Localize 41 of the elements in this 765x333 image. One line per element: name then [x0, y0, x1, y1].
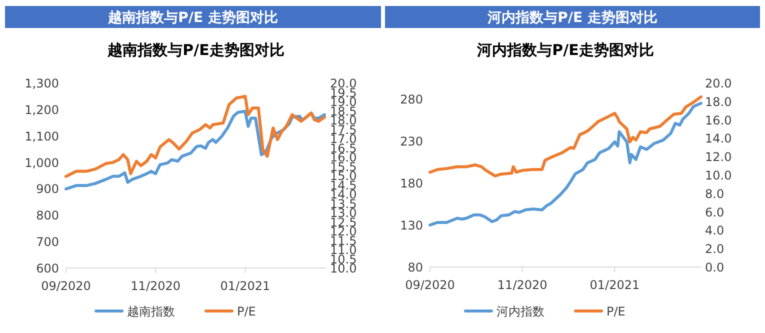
y2-tick-label: 10.0 [705, 168, 732, 182]
x-tick-label: 09/2020 [405, 278, 455, 292]
y-tick-label: 130 [400, 218, 423, 232]
line-series [64, 94, 326, 178]
y2-tick-label: 2.0 [705, 242, 724, 256]
x-tick-label: 01/2021 [220, 279, 270, 293]
x-tick-label: 11/2020 [130, 279, 181, 293]
y2-tick-label: 6.0 [705, 205, 724, 220]
legend-label: P/E [237, 304, 256, 318]
y-tick-label: 180 [400, 176, 423, 190]
chart-title: 河内指数与P/E 走势图对比 [486, 10, 658, 26]
line-series [428, 95, 702, 178]
x-tick-label: 09/2020 [41, 279, 91, 293]
y-tick-label: 700 [36, 235, 59, 250]
y2-tick-label: 8.0 [705, 186, 724, 201]
y2-tick-label: 20.0 [705, 76, 732, 90]
y2-tick-label: 16.0 [705, 113, 732, 128]
y-tick-label: 800 [36, 208, 59, 223]
y-tick-label: 600 [36, 262, 59, 276]
y-tick-label: 1,200 [24, 102, 59, 117]
y2-tick-label: 18.0 [705, 94, 732, 109]
y2-tick-label: 12.0 [705, 150, 732, 164]
y-tick-label: 1,300 [24, 76, 59, 90]
y-tick-label: 1,000 [24, 156, 59, 170]
chart-title: 越南指数与P/E 走势图对比 [107, 10, 278, 26]
y-tick-label: 1,100 [24, 129, 59, 144]
y-tick-label: 80 [408, 260, 423, 274]
y2-tick-label: 14.0 [705, 132, 732, 146]
y-tick-label: 230 [400, 134, 423, 148]
y2-tick-label: 4.0 [705, 224, 724, 238]
chart-subtitle: 河内指数与P/E走势图对比 [476, 41, 654, 59]
x-tick-label: 01/2021 [590, 278, 640, 292]
y-tick-label: 900 [36, 182, 59, 196]
x-tick-label: 11/2020 [497, 278, 548, 292]
legend-label: 越南指数 [127, 304, 175, 318]
legend-label: 河内指数 [496, 304, 544, 318]
y2-tick-label: 0.0 [705, 260, 724, 274]
legend-label: P/E [606, 304, 626, 318]
chart-subtitle: 越南指数与P/E走势图对比 [106, 41, 284, 59]
y-tick-label: 280 [400, 92, 423, 106]
line-series [428, 102, 702, 226]
